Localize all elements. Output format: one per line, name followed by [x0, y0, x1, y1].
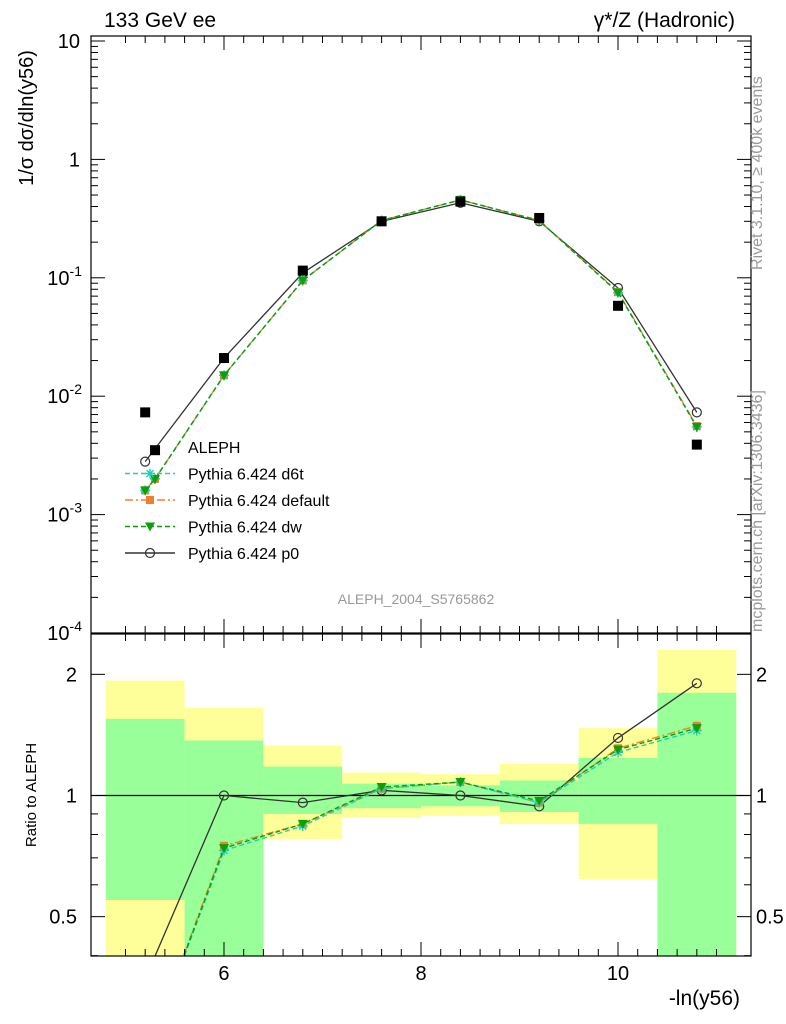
data-point-aleph — [613, 300, 624, 311]
y-tick-exponent: -3 — [70, 500, 83, 516]
y-tick-base: 10 — [47, 386, 69, 408]
y-tick-base: 10 — [47, 623, 69, 645]
ratio-panel: 6 8 10 0.5 0.5 1 1 2 2 Ratio to ALEPH -ln(y56) — [23, 633, 784, 1010]
y-tick-label: 10-4 — [47, 618, 82, 645]
header-right: γ*/Z (Hadronic) — [594, 9, 735, 32]
x-tick-label: 6 — [218, 963, 229, 985]
series-point-dw — [218, 844, 229, 854]
data-point-aleph — [691, 439, 702, 450]
y-tick-base: 10 — [47, 505, 69, 527]
ratio-band-inner — [657, 692, 737, 956]
mcplots-label: mcplots.cern.ch [arXiv:1306.3436] — [749, 390, 766, 632]
data-point-aleph — [150, 445, 161, 456]
ratio-y-tick-label: 2 — [66, 664, 77, 686]
y-tick-label: 1 — [69, 149, 80, 171]
ratio-y-tick-label: 2 — [756, 664, 767, 686]
y-tick-exponent: -2 — [70, 381, 83, 397]
ratio-panel-axes: 6 8 10 0.5 0.5 1 1 2 2 — [49, 634, 784, 985]
data-point-aleph — [376, 216, 387, 227]
series-line-p0 — [144, 202, 698, 463]
series-point-dw — [297, 276, 308, 286]
series-point-dw — [613, 745, 624, 755]
rivet-label: Rivet 3.1.10, ≥ 400k events — [749, 76, 766, 270]
data-point-aleph — [140, 407, 151, 418]
series-line-dw — [183, 727, 698, 956]
data-point-aleph — [455, 196, 466, 207]
series-point-dw — [297, 819, 308, 829]
data-point-aleph — [534, 212, 545, 223]
series-point-p0 — [141, 975, 150, 984]
ratio-y-tick-label: 1 — [66, 786, 77, 808]
y-tick-label: 10-1 — [47, 263, 82, 290]
main-panel-series — [140, 194, 702, 496]
ratio-y-axis-label: Ratio to ALEPH — [23, 743, 40, 847]
ratio-y-tick-label: 0.5 — [756, 907, 784, 929]
watermark: ALEPH_2004_S5765862 — [338, 591, 495, 607]
series-line-d6t — [183, 729, 698, 956]
legend-marker-d6t — [145, 468, 155, 479]
legend-label: ALEPH — [188, 440, 240, 457]
ratio-band-inner — [105, 718, 185, 901]
x-axis-label: -ln(y56) — [669, 987, 740, 1010]
y-tick-label: 10 — [58, 31, 80, 53]
legend-label: Pythia 6.424 p0 — [188, 546, 299, 563]
x-tick-label: 10 — [607, 963, 629, 985]
data-point-aleph — [297, 265, 308, 276]
legend-label: Pythia 6.424 default — [188, 493, 330, 510]
x-tick-label: 8 — [415, 963, 426, 985]
legend-marker-default — [146, 496, 154, 504]
series-point-dw — [455, 778, 466, 788]
y-tick-exponent: -4 — [70, 618, 83, 634]
data-point-aleph — [218, 353, 229, 364]
legend-label: Pythia 6.424 d6t — [188, 467, 304, 484]
series-line-p0 — [154, 682, 698, 956]
legend: ALEPH Pythia 6.424 d6t Pythia 6.424 defaul… — [125, 440, 330, 563]
series-point-p0 — [691, 678, 702, 689]
series-point-dw — [691, 724, 702, 734]
y-tick-label: 10-3 — [47, 500, 82, 527]
series-point-dw — [140, 486, 151, 496]
ratio-series — [141, 678, 702, 984]
series-point-p0 — [140, 456, 151, 467]
header-left: 133 GeV ee — [104, 9, 216, 32]
legend-marker-p0 — [144, 547, 156, 559]
ratio-y-tick-label: 1 — [756, 786, 767, 808]
ratio-band-inner — [263, 766, 343, 814]
series-point-dw — [691, 422, 702, 432]
legend-marker-dw — [145, 522, 155, 532]
series-point-p0 — [297, 797, 308, 808]
series-point-dw — [613, 288, 624, 298]
series-point-p0 — [691, 407, 702, 418]
series-point-p0 — [612, 732, 624, 744]
series-point-p0 — [455, 790, 466, 801]
y-tick-base: 10 — [47, 268, 69, 290]
main-panel-frame — [90, 35, 752, 634]
series-point-dw — [218, 371, 229, 381]
series-point-dw — [150, 474, 161, 484]
series-point-p0 — [218, 790, 230, 801]
legend-label: Pythia 6.424 dw — [188, 520, 302, 537]
main-y-axis-label: 1/σ dσ/dln(y56) — [16, 50, 38, 186]
series-point-dw — [534, 796, 545, 806]
ratio-y-tick-label: 0.5 — [49, 907, 77, 929]
y-tick-label: 10-2 — [47, 381, 82, 408]
series-point-dw — [376, 782, 387, 792]
y-tick-exponent: -1 — [70, 263, 83, 279]
